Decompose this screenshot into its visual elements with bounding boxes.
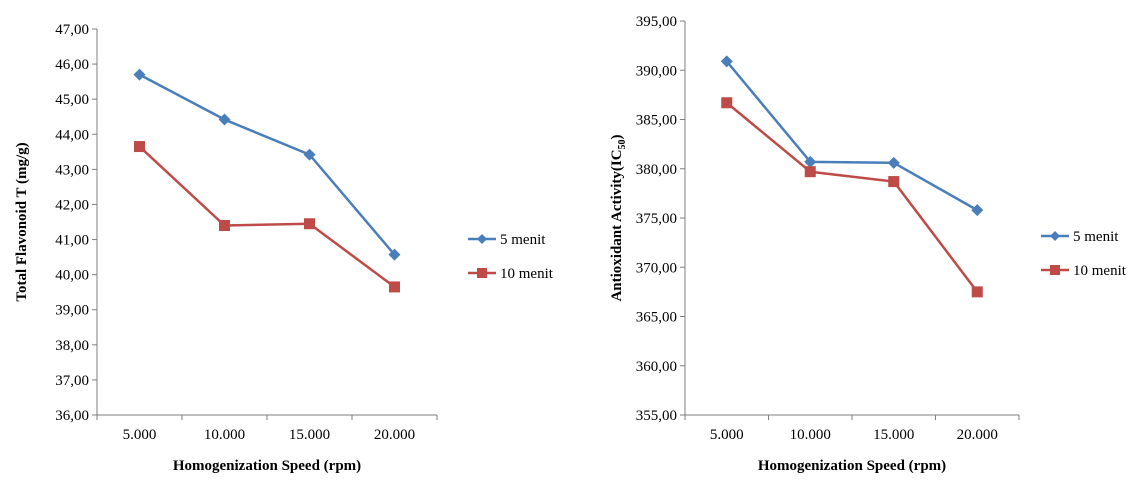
y-tick-label: 365,00 xyxy=(636,310,677,326)
x-tick-label: 5.000 xyxy=(710,427,744,443)
x-tick-label: 15.000 xyxy=(289,427,330,443)
y-tick-label: 44,00 xyxy=(55,127,89,143)
data-point-5-menit xyxy=(303,148,316,161)
chart-total-flavonoid: 36,00 37,00 38,00 39,00 40,00 41,00 42,00 43,00… xyxy=(14,22,554,474)
y-tick-label: 37,00 xyxy=(55,373,89,389)
data-point-10-menit xyxy=(971,286,983,298)
y-tick-label: 390,00 xyxy=(636,63,677,79)
chart-antioxidant-activity-svg: 355,00 360,00 365,00 370,00 375,00 380,00 385,… xyxy=(609,14,1127,474)
x-tick-label: 20.000 xyxy=(374,427,415,443)
y-tick-label: 375,00 xyxy=(636,211,677,227)
series-line-10-menit xyxy=(138,145,396,288)
y-tick-label: 360,00 xyxy=(636,359,677,375)
data-point-5-menit xyxy=(388,248,401,261)
legend-label-10-menit: 10 menit xyxy=(1073,263,1127,279)
x-tick-label: 10.000 xyxy=(204,427,245,443)
y-tick-label: 385,00 xyxy=(636,113,677,129)
x-tick-label: 15.000 xyxy=(873,427,914,443)
y-tick-label: 38,00 xyxy=(55,338,89,354)
series-line-5-menit xyxy=(725,60,978,212)
y-tick-label: 40,00 xyxy=(55,268,89,284)
legend-label-5-menit: 5 menit xyxy=(1073,229,1119,245)
data-point-10-menit xyxy=(888,176,900,188)
y-tick-label: 36,00 xyxy=(55,408,89,424)
legend-label-10-menit: 10 menit xyxy=(500,266,554,282)
y-axis-title-end: ) xyxy=(609,134,625,139)
chart-antioxidant-activity: 355,00 360,00 365,00 370,00 375,00 380,00 385,… xyxy=(569,0,1139,480)
series-line-5-menit xyxy=(138,73,396,256)
data-point-5-menit xyxy=(133,68,146,81)
x-axis-title: Homogenization Speed (rpm) xyxy=(173,458,361,474)
y-tick-label: 47,00 xyxy=(55,22,89,38)
y-tick-label: 45,00 xyxy=(55,92,89,108)
data-point-10-menit xyxy=(304,218,315,230)
data-point-10-menit xyxy=(804,166,816,178)
legend-marker-5-menit xyxy=(1050,231,1060,241)
legend-marker-10-menit xyxy=(1050,265,1060,275)
y-tick-label: 355,00 xyxy=(636,408,677,424)
legend-marker-5-menit xyxy=(477,234,487,244)
y-tick-label: 380,00 xyxy=(636,162,677,178)
y-axis-title-subscript: 50 xyxy=(617,139,628,149)
data-point-5-menit xyxy=(804,155,817,168)
y-axis-title: Total Flavonoid T (mg/g) xyxy=(14,142,30,301)
y-axis-title: Antioxidant Activity(IC50) xyxy=(609,134,628,301)
y-tick-label: 370,00 xyxy=(636,260,677,276)
data-point-5-menit xyxy=(218,113,231,126)
data-point-5-menit xyxy=(720,55,733,68)
legend-marker-10-menit xyxy=(477,268,487,278)
y-tick-label: 43,00 xyxy=(55,162,89,178)
x-tick-label: 20.000 xyxy=(957,427,998,443)
x-tick-label: 10.000 xyxy=(790,427,831,443)
data-point-10-menit xyxy=(389,281,400,293)
data-point-10-menit xyxy=(721,97,733,109)
y-tick-label: 46,00 xyxy=(55,57,89,73)
data-point-5-menit xyxy=(971,204,984,217)
x-axis-title: Homogenization Speed (rpm) xyxy=(758,458,946,474)
chart-total-flavonoid-svg: 36,00 37,00 38,00 39,00 40,00 41,00 42,00 43,00… xyxy=(14,22,554,474)
y-tick-label: 39,00 xyxy=(55,303,89,319)
series-line-10-menit xyxy=(725,101,979,293)
y-axis-title-main: Antioxidant Activity(IC xyxy=(609,149,625,301)
x-tick-label: 5.000 xyxy=(123,427,157,443)
y-tick-label: 41,00 xyxy=(55,233,89,249)
y-tick-label: 395,00 xyxy=(636,14,677,30)
y-tick-label: 42,00 xyxy=(55,197,89,213)
data-point-10-menit xyxy=(134,141,145,153)
data-point-5-menit xyxy=(887,156,900,169)
data-point-10-menit xyxy=(219,220,230,232)
legend-label-5-menit: 5 menit xyxy=(500,232,546,248)
